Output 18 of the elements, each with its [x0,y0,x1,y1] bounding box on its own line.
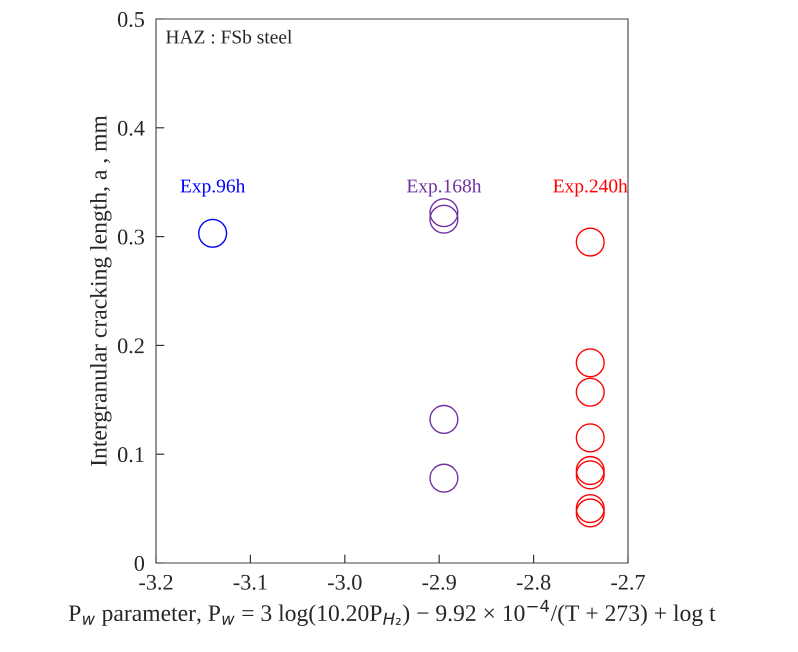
y-tick-label: 0.4 [118,120,145,136]
x-tick-label: -3.0 [328,574,362,590]
x-tick-label: -2.9 [422,574,456,590]
y-tick-label: 0.5 [118,12,144,28]
y-tick-label: 0.1 [118,447,144,462]
y-tick-label: 0 [134,556,144,571]
x-tick-label: -2.8 [516,574,550,590]
y-tick-label: 0.2 [118,338,144,354]
x-tick-label: -3.1 [234,574,267,590]
x-tick-label: -2.7 [611,574,645,590]
text: P$_{w}$ parameter, P$_{w}$ = 3 log(10.20P$_{H₂}$) − 9.92 × 10$^{−4}$/(T + 273) + log t [68,600,716,626]
y-axis-title: Intergranular cracking length, a , mm [90,116,112,466]
series-label: Exp.168h [406,178,482,196]
text: Exp.240h [553,178,628,196]
series-label: Exp.96h [180,178,246,196]
annotation: HAZ : FSb steel [166,30,292,44]
y-tick-label: 0.3 [118,230,144,245]
x-tick-label: -3.2 [139,574,172,590]
